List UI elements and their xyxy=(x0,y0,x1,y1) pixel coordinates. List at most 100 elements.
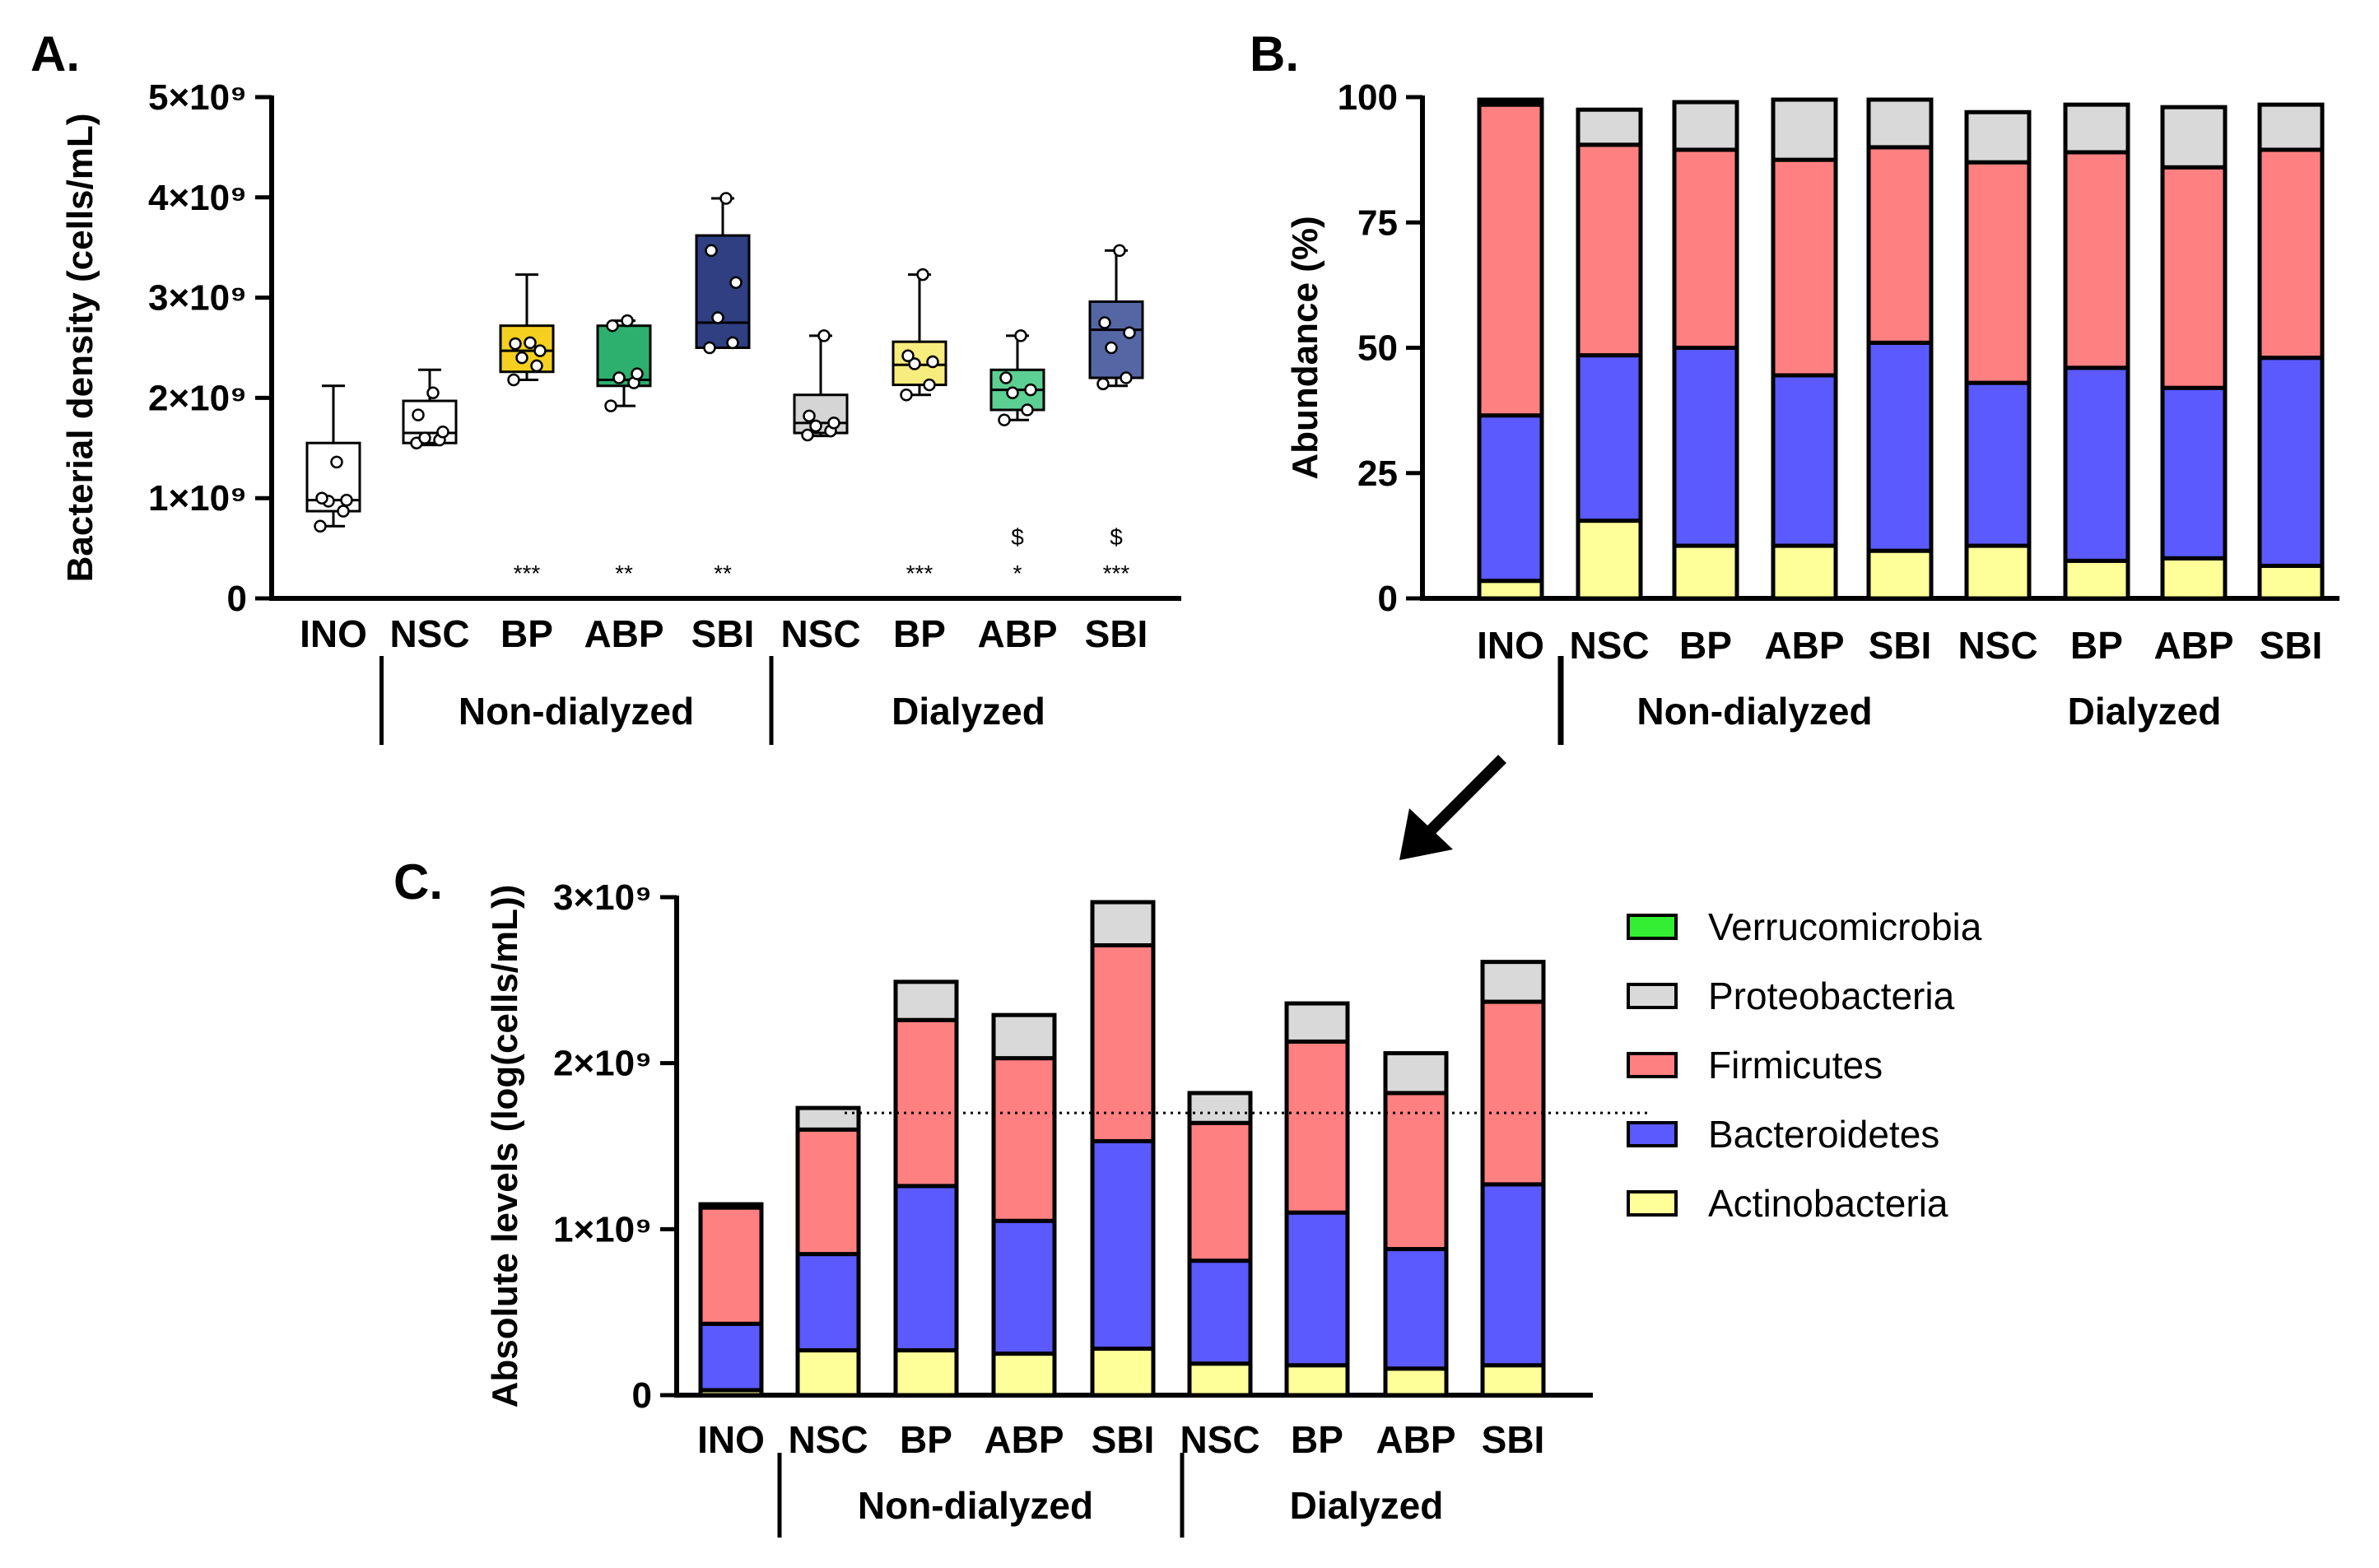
y-tick-label: 2×10⁹ xyxy=(148,378,247,418)
x-category-label: NSC xyxy=(1569,624,1649,667)
bar-segment-firmicutes xyxy=(1964,160,2032,385)
y-tick-label: 0 xyxy=(227,579,247,619)
bar-segment-firmicutes xyxy=(1187,1120,1253,1263)
bar-segment-actinobacteria xyxy=(991,1352,1057,1398)
bar-segment-actinobacteria xyxy=(1187,1361,1253,1398)
data-point xyxy=(436,426,449,439)
bar-segment-bacteroidetes xyxy=(1672,346,1739,548)
bar-segment-firmicutes xyxy=(2257,147,2325,361)
data-point xyxy=(412,408,425,421)
data-point xyxy=(1014,329,1027,342)
bar-segment-bacteroidetes xyxy=(1187,1259,1253,1366)
bar-segment-bacteroidetes xyxy=(1964,380,2032,548)
data-point xyxy=(606,319,619,333)
bar-segment-firmicutes xyxy=(2160,165,2228,390)
x-category-label: ABP xyxy=(1376,1418,1455,1461)
arrow-b-to-c xyxy=(1399,755,1506,860)
data-point xyxy=(1006,386,1019,400)
bar-segment-firmicutes xyxy=(893,1017,959,1189)
legend-swatch-firmicutes xyxy=(1627,1052,1678,1078)
bar-segment-bacteroidetes xyxy=(1383,1247,1449,1371)
bar-segment-actinobacteria xyxy=(893,1348,959,1398)
bar-segment-proteobacteria xyxy=(2257,102,2325,152)
x-category-label: SBI xyxy=(691,612,755,655)
bar-segment-actinobacteria xyxy=(1284,1363,1350,1398)
y-tick-label: 75 xyxy=(1357,202,1398,243)
box-abp: *$ xyxy=(989,329,1045,586)
data-point xyxy=(726,336,739,350)
y-axis-label: Bacterial density (cells/mL) xyxy=(60,114,100,583)
data-point xyxy=(1098,316,1111,329)
bar-segment-proteobacteria xyxy=(1284,1001,1350,1044)
bar-segment-firmicutes xyxy=(1576,142,1643,358)
bar-segment-proteobacteria xyxy=(893,979,959,1022)
data-point xyxy=(330,455,343,469)
x-group-label: Non-dialyzed xyxy=(858,1484,1093,1527)
y-tick-label: 5×10⁹ xyxy=(148,77,247,118)
bar-segment-actinobacteria xyxy=(1477,579,1544,601)
data-point xyxy=(530,359,543,373)
bar-segment-proteobacteria xyxy=(1771,97,1838,162)
x-category-label: BP xyxy=(1291,1418,1343,1461)
arrow-shaft xyxy=(1426,755,1506,835)
x-category-label: BP xyxy=(900,1418,952,1461)
data-point xyxy=(809,419,822,433)
data-point xyxy=(916,268,929,281)
box-nsc xyxy=(402,368,458,449)
significance-label: ** xyxy=(714,561,732,586)
data-point xyxy=(1113,244,1126,258)
x-category-label: SBI xyxy=(1869,624,1932,667)
bar-segment-proteobacteria xyxy=(1964,109,2032,165)
data-point xyxy=(803,409,816,423)
bar-segment-actinobacteria xyxy=(1672,543,1739,601)
bar-segment-actinobacteria xyxy=(1383,1366,1449,1398)
data-point xyxy=(1123,326,1136,339)
bar-segment-bacteroidetes xyxy=(2257,356,2325,568)
data-point xyxy=(801,428,814,442)
bar-segment-actinobacteria xyxy=(1866,548,1934,601)
box-bp: *** xyxy=(499,273,555,586)
bar-segment-bacteroidetes xyxy=(893,1184,959,1353)
y-tick-label: 3×10⁹ xyxy=(553,877,652,918)
x-category-label: BP xyxy=(1679,624,1732,667)
data-point xyxy=(729,276,743,290)
data-point xyxy=(533,344,547,357)
bar-segment-bacteroidetes xyxy=(991,1218,1057,1356)
x-category-label: NSC xyxy=(780,612,860,655)
bar-segment-proteobacteria xyxy=(991,1012,1057,1061)
data-point xyxy=(703,341,716,355)
significance-label: ** xyxy=(615,561,633,586)
data-point xyxy=(711,311,724,324)
legend-swatch-proteobacteria xyxy=(1627,983,1678,1009)
x-group-label: Dialyzed xyxy=(2068,690,2222,733)
data-point xyxy=(340,493,353,507)
x-group-label: Dialyzed xyxy=(892,690,1045,733)
bar-segment-bacteroidetes xyxy=(1477,413,1544,584)
box-sbi: *** $ xyxy=(1088,244,1144,586)
data-point xyxy=(923,378,936,392)
bar-segment-firmicutes xyxy=(795,1127,861,1257)
x-group-label: Non-dialyzed xyxy=(459,690,694,733)
significance-label: *** xyxy=(514,561,541,586)
x-category-label: ABP xyxy=(1764,624,1844,667)
x-category-label: NSC xyxy=(788,1418,868,1461)
data-point xyxy=(1105,341,1118,355)
legend: Verrucomicrobia Proteobacteria Firmicutes B… xyxy=(1627,905,1982,1225)
data-point xyxy=(314,519,327,533)
bar-segment-bacteroidetes xyxy=(1090,1138,1156,1352)
x-category-label: ABP xyxy=(2153,624,2233,667)
x-category-label: SBI xyxy=(1482,1418,1545,1461)
panel-a-box-chart: A. 0 1×10⁹ 2×10⁹ 3×10⁹ 4×10⁹ 5×10⁹ Bacterial de… xyxy=(30,26,1181,745)
bar-segment-firmicutes xyxy=(698,1205,764,1326)
x-category-label: INO xyxy=(697,1418,765,1461)
bar-segment-actinobacteria xyxy=(1480,1363,1546,1398)
bar-segment-firmicutes xyxy=(2063,150,2130,370)
bar-segment-proteobacteria xyxy=(1866,97,1934,150)
box-nsc xyxy=(793,329,849,442)
bar-segment-proteobacteria xyxy=(698,1202,764,1210)
bar-segment-bacteroidetes xyxy=(698,1321,764,1393)
legend-label: Bacteroidetes xyxy=(1708,1113,1939,1156)
bar-segment-actinobacteria xyxy=(1090,1347,1156,1398)
bar-segment-bacteroidetes xyxy=(1480,1182,1546,1368)
significance-label: *** xyxy=(906,561,933,586)
